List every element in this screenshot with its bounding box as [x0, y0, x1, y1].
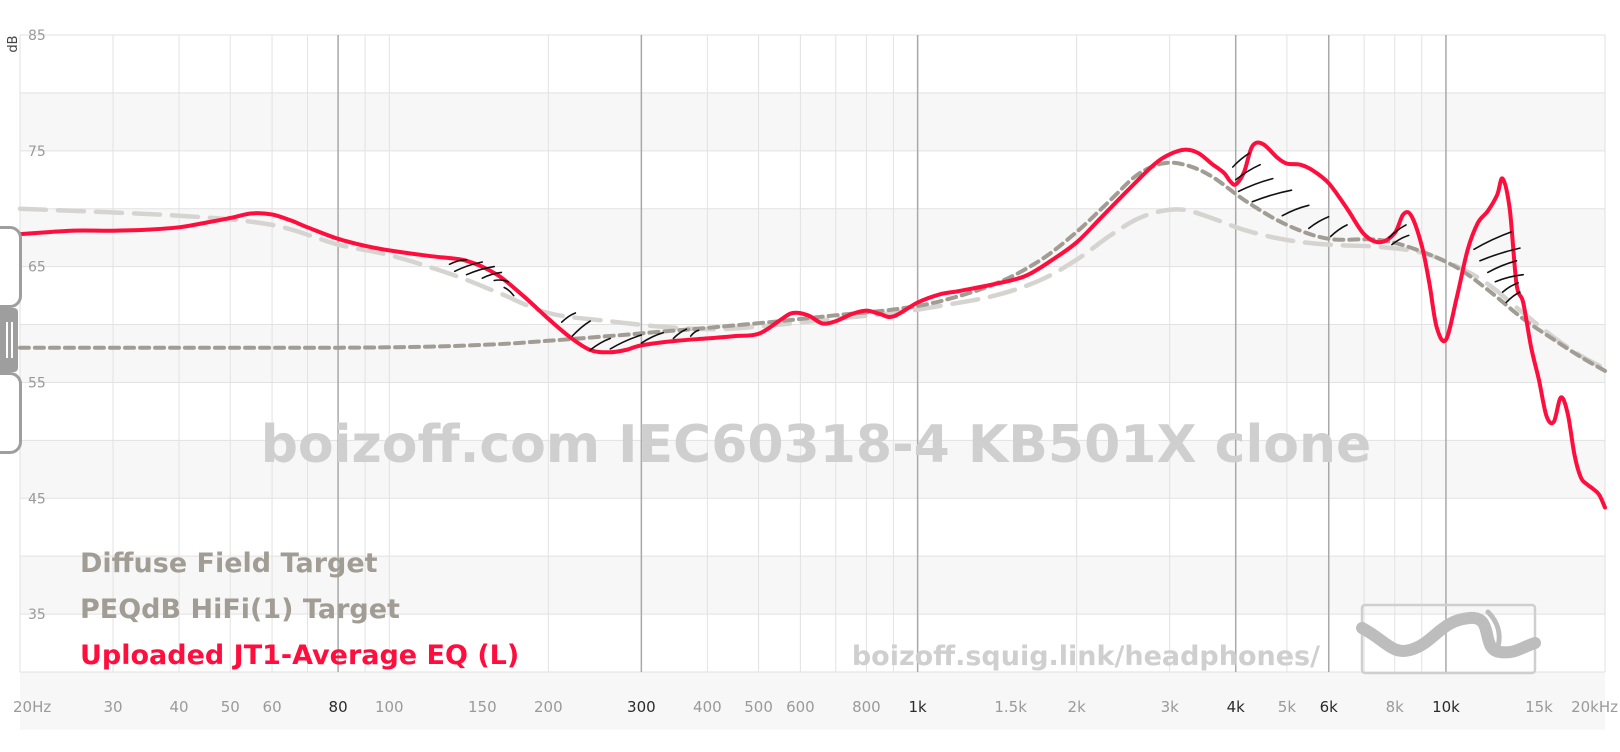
hatch-stroke: [1237, 177, 1274, 193]
hatch-stroke: [1251, 189, 1293, 203]
hatch-stroke: [481, 271, 503, 279]
alternating-bands: [20, 92, 1605, 730]
hatch-stroke: [1501, 282, 1519, 293]
legend-item-uploaded-eq[interactable]: Uploaded JT1-Average EQ (L): [80, 640, 519, 671]
squiglink-logo-icon: [1356, 603, 1541, 675]
hatch-stroke: [571, 320, 591, 337]
x-tick-label: 20kHz: [1571, 698, 1618, 716]
curve-uploaded-eq: [18, 140, 1607, 510]
grip-line: [11, 322, 13, 358]
x-tick-label: 2k: [1068, 698, 1087, 716]
x-tick-label: 6k: [1320, 698, 1339, 716]
legend-item-diffuse-field[interactable]: Diffuse Field Target: [80, 548, 378, 579]
x-tick-label: 10k: [1432, 698, 1460, 716]
x-tick-label: 80: [329, 698, 348, 716]
y-tick-label: 65: [28, 260, 46, 276]
grid-band: [20, 440, 1605, 499]
hatch-stroke: [465, 265, 495, 276]
drag-handle-lower[interactable]: [0, 372, 22, 454]
y-axis-unit: dB: [6, 35, 21, 52]
grid-band: [20, 324, 1605, 383]
hatch-stroke: [1494, 273, 1524, 283]
drag-handle-icon[interactable]: [0, 226, 22, 308]
hatch-annotation: [448, 152, 1524, 351]
hatch-stroke: [503, 286, 515, 297]
x-tick-label: 8k: [1386, 698, 1405, 716]
x-tick-label: 1k: [909, 698, 928, 716]
y-tick-label: 85: [28, 28, 46, 44]
grip-line: [6, 322, 8, 358]
x-tick-label: 400: [693, 698, 722, 716]
y-axis-ticks: 85 75 65 55 45 35: [28, 28, 46, 623]
y-tick-label: 35: [28, 607, 46, 623]
y-tick-label: 45: [28, 491, 46, 507]
hatch-stroke: [1505, 291, 1521, 304]
hatch-stroke: [1232, 152, 1251, 168]
x-tick-label: 800: [852, 698, 881, 716]
x-axis-ticks: 20Hz 30 40 50 60 80 100 150 200 300 400 500 600 800 1k…: [13, 698, 1618, 716]
curve-peqdb-hifi-target: [18, 160, 1607, 373]
x-tick-label: 200: [534, 698, 563, 716]
hatch-stroke: [689, 329, 700, 337]
hatch-stroke: [453, 261, 484, 273]
x-tick-label: 50: [221, 698, 240, 716]
hatch-stroke: [609, 334, 643, 350]
x-tick-label: 4k: [1227, 698, 1246, 716]
x-tick-label: 500: [744, 698, 773, 716]
x-tick-label: 100: [375, 698, 404, 716]
grid-band: [20, 92, 1605, 151]
hatch-stroke: [560, 312, 577, 323]
x-tick-label: 40: [169, 698, 188, 716]
y-tick-label: 75: [28, 144, 46, 160]
hatch-stroke: [589, 337, 612, 351]
drag-handle-bar[interactable]: [0, 308, 18, 372]
x-tick-label: 5k: [1278, 698, 1297, 716]
x-tick-label: 20Hz: [13, 698, 51, 716]
hatch-stroke: [1234, 163, 1261, 181]
legend-item-peqdb-hifi[interactable]: PEQdB HiFi(1) Target: [80, 594, 400, 625]
y-tick-label: 55: [28, 375, 46, 391]
curve-diffuse-field-target: [17, 206, 1608, 371]
hatch-stroke: [1473, 231, 1513, 251]
x-tick-label: 600: [786, 698, 815, 716]
hatch-stroke: [640, 331, 664, 344]
hatch-stroke: [1391, 234, 1410, 246]
curves: [17, 140, 1608, 510]
hatch-stroke: [672, 328, 688, 340]
hatch-stroke: [1487, 260, 1518, 274]
x-tick-label: 300: [627, 698, 656, 716]
hatch-stroke: [1388, 224, 1407, 239]
grid-band: [20, 556, 1605, 615]
grid-lines: [19, 34, 1606, 673]
hatch-stroke: [1308, 216, 1330, 230]
hatch-stroke: [1329, 224, 1348, 238]
hatch-stroke: [1479, 247, 1521, 262]
hatch-stroke: [493, 279, 510, 283]
x-tick-label: 3k: [1161, 698, 1180, 716]
x-tick-label: 150: [468, 698, 497, 716]
hatch-stroke: [1281, 204, 1310, 217]
grid-band: [20, 672, 1605, 730]
x-tick-label: 60: [263, 698, 282, 716]
x-tick-label: 1.5k: [994, 698, 1027, 716]
legend: Diffuse Field Target PEQdB HiFi(1) Targe…: [80, 548, 519, 671]
x-tick-label: 15k: [1525, 698, 1553, 716]
watermark: boizoff.com IEC60318-4 KB501X clone: [261, 415, 1372, 475]
x-tick-label: 30: [103, 698, 122, 716]
hatch-stroke: [448, 258, 468, 266]
site-url: boizoff.squig.link/headphones/: [852, 641, 1320, 672]
